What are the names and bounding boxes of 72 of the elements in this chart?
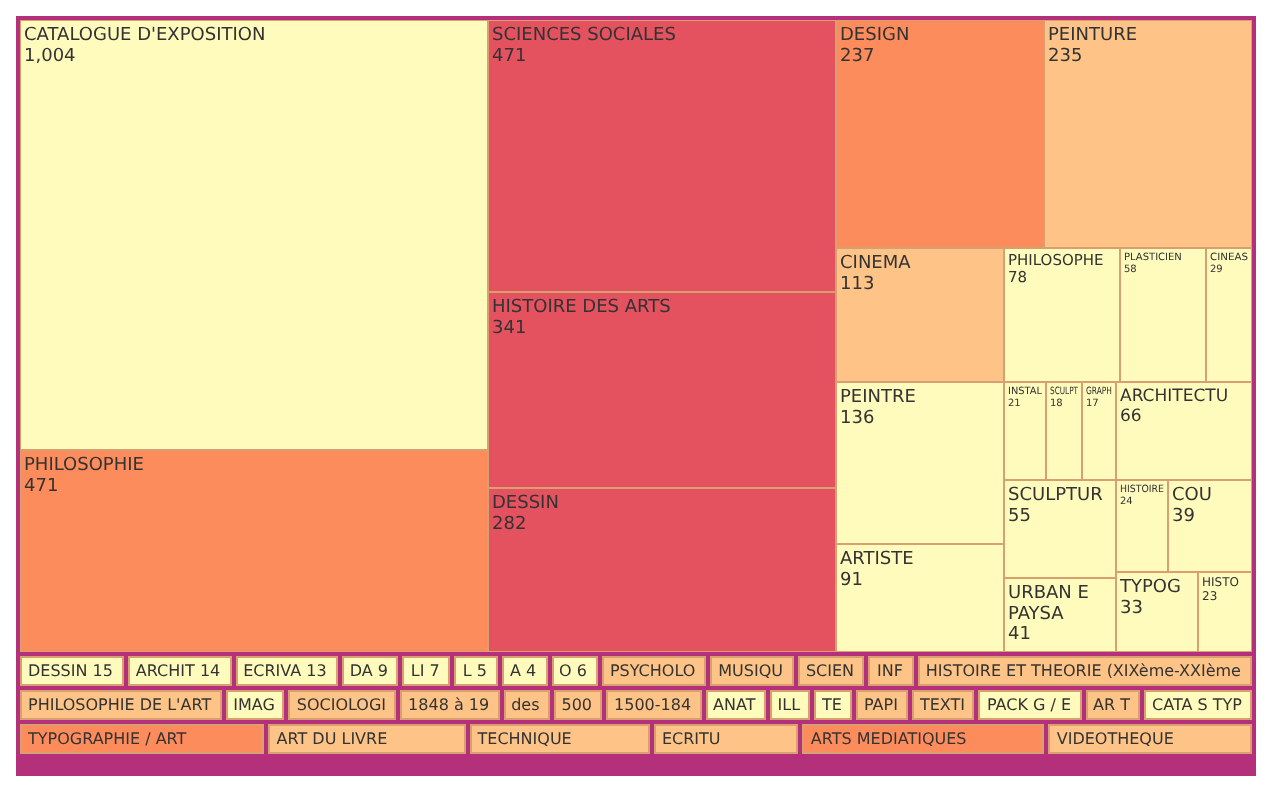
category-label: 1848 à 19 — [400, 690, 500, 720]
category-label: 1500-184 — [606, 690, 702, 720]
category-label: DESSIN — [28, 662, 88, 680]
data-label: 113 — [840, 274, 875, 295]
category-label: 500 — [553, 690, 603, 720]
category-label: CATALOGUE D'EXPOSITION — [24, 26, 266, 46]
data-label: 39 — [1172, 506, 1196, 527]
data-label: 7 — [429, 662, 440, 680]
data-label: 471 — [24, 476, 59, 497]
category-label: PEINTRE — [840, 388, 917, 408]
category-label: PEINTURE — [1048, 26, 1138, 46]
data-label: 1,004 — [24, 46, 77, 67]
category-label: SCIEN — [797, 656, 865, 686]
category-label: ARCHIT — [135, 662, 195, 680]
category-label: COU — [1172, 486, 1212, 506]
category-label: INF — [868, 656, 914, 686]
data-label: 237 — [840, 46, 875, 67]
category-label: CINEMA — [840, 254, 913, 274]
category-label: O — [559, 662, 572, 680]
category-label: CATA S TYP — [1144, 690, 1252, 720]
data-label: 13 — [306, 662, 327, 680]
data-label: 55 — [1008, 506, 1031, 527]
category-label: L — [462, 662, 472, 680]
category-label: DA — [349, 662, 373, 680]
data-label: 6 — [576, 662, 587, 680]
category-label: PSYCHOLO — [601, 656, 707, 686]
data-label: 33 — [1120, 598, 1143, 619]
data-label: 66 — [1120, 406, 1142, 427]
category-label: HISTOIRE ET THEORIE (XIXème-XXIème — [917, 656, 1252, 686]
data-label: 15 — [92, 662, 113, 680]
category-label: SCIENCES SOCIALES — [492, 26, 677, 46]
category-label: URBAN E PAYSA — [1008, 584, 1090, 625]
category-label: SOCIOLOGI — [288, 690, 397, 720]
category-label: PACK G / E — [978, 690, 1082, 720]
category-label: HISTOIRE DES ARTS — [492, 298, 672, 318]
data-label: 471 — [492, 46, 527, 67]
category-label: ART DU LIVRE — [268, 724, 466, 754]
category-label: A — [509, 662, 521, 680]
data-label: 41 — [1008, 625, 1031, 646]
category-label: TE — [814, 690, 852, 720]
category-label: ARTS MEDIATIQUES — [802, 724, 1045, 754]
data-label: 341 — [492, 318, 527, 339]
category-label: PAPI — [855, 690, 908, 720]
category-label: TYPOGRAPHIE / ART — [20, 724, 265, 754]
category-label: des — [503, 690, 550, 720]
category-label: TEXTI — [911, 690, 975, 720]
category-label: ECRITU — [653, 724, 799, 754]
category-label: MUSIQU — [710, 656, 794, 686]
data-label: 282 — [492, 514, 527, 535]
category-label: VIDEOTHEQUE — [1048, 724, 1253, 754]
category-label: DESIGN — [840, 26, 910, 46]
data-label: 235 — [1048, 46, 1083, 67]
category-label: IMAG — [225, 690, 285, 720]
category-label: ARCHITECTU — [1120, 387, 1229, 407]
category-label: PHILOSOPHIE DE L'ART — [20, 690, 222, 720]
category-label: TYPOG — [1118, 578, 1182, 598]
data-label: 5 — [476, 662, 487, 680]
category-label: LI — [410, 662, 425, 680]
category-label: DESSIN — [492, 494, 559, 514]
data-label: 4 — [525, 662, 537, 680]
category-label: ANAT — [705, 690, 766, 720]
data-label: 14 — [199, 662, 221, 680]
category-label: SCULPTUR — [1008, 486, 1103, 506]
category-label: ECRIVA — [243, 662, 302, 680]
data-label: 136 — [840, 408, 875, 429]
category-label: ARTISTE — [840, 550, 915, 570]
category-label: TECHNIQUE — [469, 724, 650, 754]
data-label: 91 — [840, 570, 863, 591]
category-label: PHILOSOPHIE — [24, 456, 145, 476]
category-label: AR T — [1085, 690, 1141, 720]
data-label: 9 — [377, 662, 388, 680]
category-label: ILL — [769, 690, 811, 720]
